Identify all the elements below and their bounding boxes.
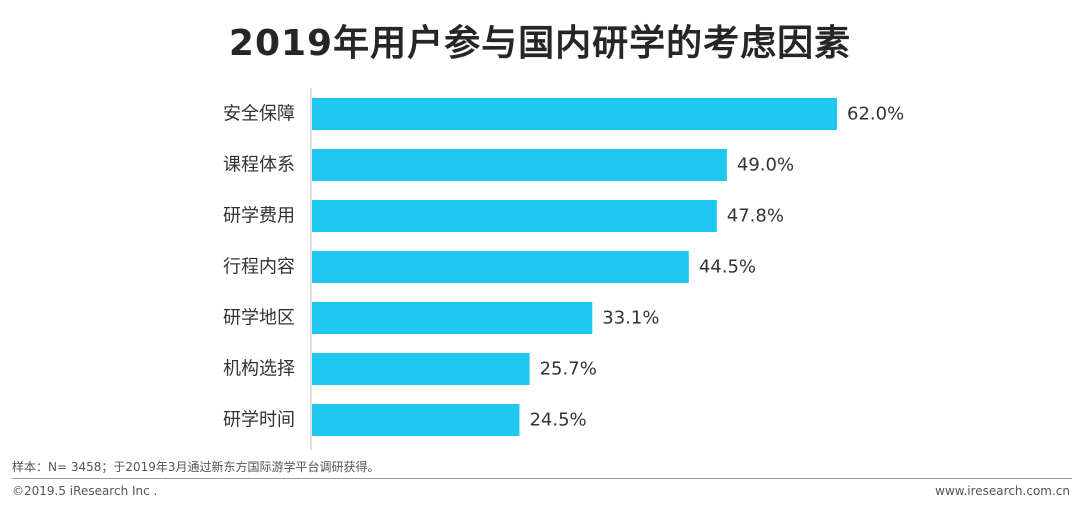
bar [312,404,520,436]
copyright-text: ©2019.5 iResearch Inc . [12,484,158,498]
category-label: 研学费用 [223,206,295,227]
value-label: 25.7% [540,359,597,380]
bar [312,98,837,130]
category-label: 机构选择 [223,359,295,380]
category-label: 行程内容 [223,257,295,278]
bar [312,149,727,181]
sample-note: 样本：N= 3458；于2019年3月通过新东方国际游学平台调研获得。 [12,460,380,474]
category-label: 研学地区 [223,308,295,329]
category-label: 课程体系 [223,155,295,176]
bar [312,200,717,232]
bar-chart: 安全保障 62.0% 课程体系 49.0% 研学费用 47.8% 行程内容 44.5% 研学地区… [223,88,904,450]
value-label: 33.1% [602,308,659,329]
bar [312,353,530,385]
value-label: 49.0% [737,155,794,176]
category-label: 安全保障 [223,104,295,125]
chart-title: 2019年用户参与国内研学的考虑因素 [228,23,852,64]
value-label: 62.0% [847,104,904,125]
value-label: 47.8% [727,206,784,227]
category-label: 研学时间 [223,410,295,431]
bar [312,251,689,283]
bar [312,302,593,334]
website-link[interactable]: www.iresearch.com.cn [935,484,1070,498]
footer-divider [12,478,1072,479]
value-label: 24.5% [529,410,586,431]
value-label: 44.5% [699,257,756,278]
